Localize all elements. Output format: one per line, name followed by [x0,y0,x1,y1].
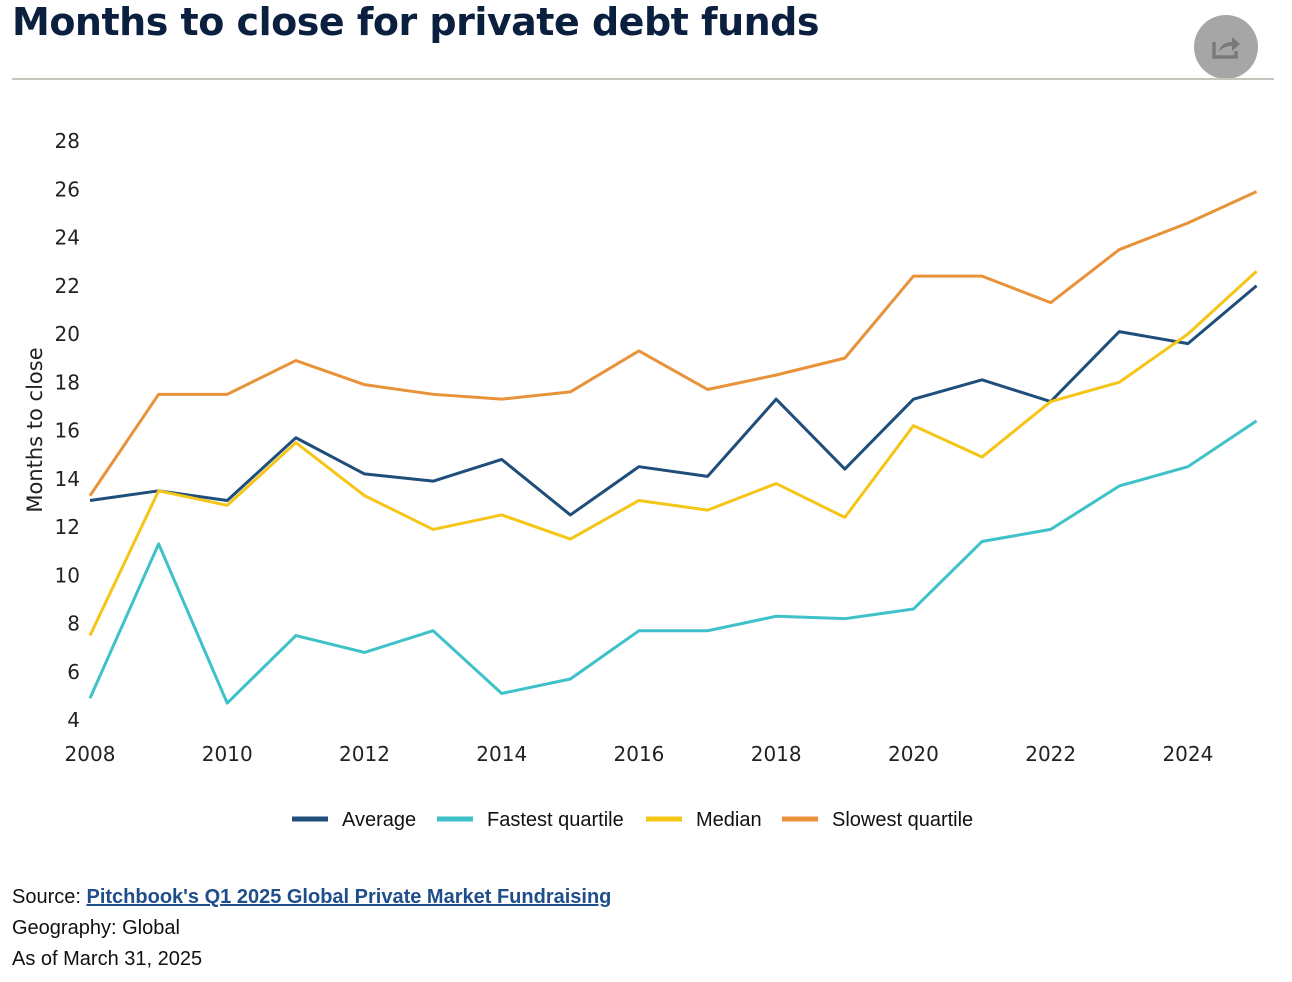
y-tick-label: 26 [55,177,80,201]
title-divider [12,78,1274,80]
y-tick-label: 24 [55,226,80,250]
y-tick-label: 18 [55,370,80,394]
source-link[interactable]: Pitchbook's Q1 2025 Global Private Marke… [86,886,612,908]
y-tick-label: 10 [55,563,80,587]
series-line-slowest-quartile [88,190,1258,497]
share-icon [1212,37,1240,59]
series-line-average [89,284,1258,517]
legend-label[interactable]: Average [342,809,416,831]
y-tick-label: 12 [55,515,80,539]
x-tick-label: 2022 [1025,742,1076,766]
x-tick-label: 2024 [1162,742,1213,766]
as-of-date: As of March 31, 2025 [12,948,203,970]
y-tick-label: 8 [67,612,80,636]
x-tick-label: 2010 [202,742,253,766]
legend-label[interactable]: Fastest quartile [487,809,624,831]
y-tick-label: 28 [55,129,80,153]
series-line-median [88,270,1258,637]
page-title: Months to close for private debt funds [12,0,820,44]
share-button[interactable] [1194,15,1258,79]
x-tick-label: 2014 [476,742,527,766]
source-label: Source: [12,886,87,908]
x-tick-label: 2016 [614,742,665,766]
x-tick-label: 2008 [65,742,116,766]
x-tick-label: 2012 [339,742,390,766]
y-tick-label: 4 [67,708,80,732]
y-tick-label: 22 [55,274,80,298]
x-tick-label: 2020 [888,742,939,766]
geography-note: Geography: Global [12,917,180,939]
legend-label[interactable]: Slowest quartile [832,809,973,831]
series-line-fastest-quartile [88,419,1258,705]
y-tick-label: 20 [55,322,80,346]
y-tick-label: 6 [67,660,80,684]
legend-label[interactable]: Median [696,809,762,831]
y-tick-label: 14 [55,467,80,491]
y-tick-label: 16 [55,419,80,443]
x-tick-label: 2018 [751,742,802,766]
source-line: Source: Pitchbook's Q1 2025 Global Priva… [12,886,611,909]
y-axis-label: Months to close [23,347,47,512]
